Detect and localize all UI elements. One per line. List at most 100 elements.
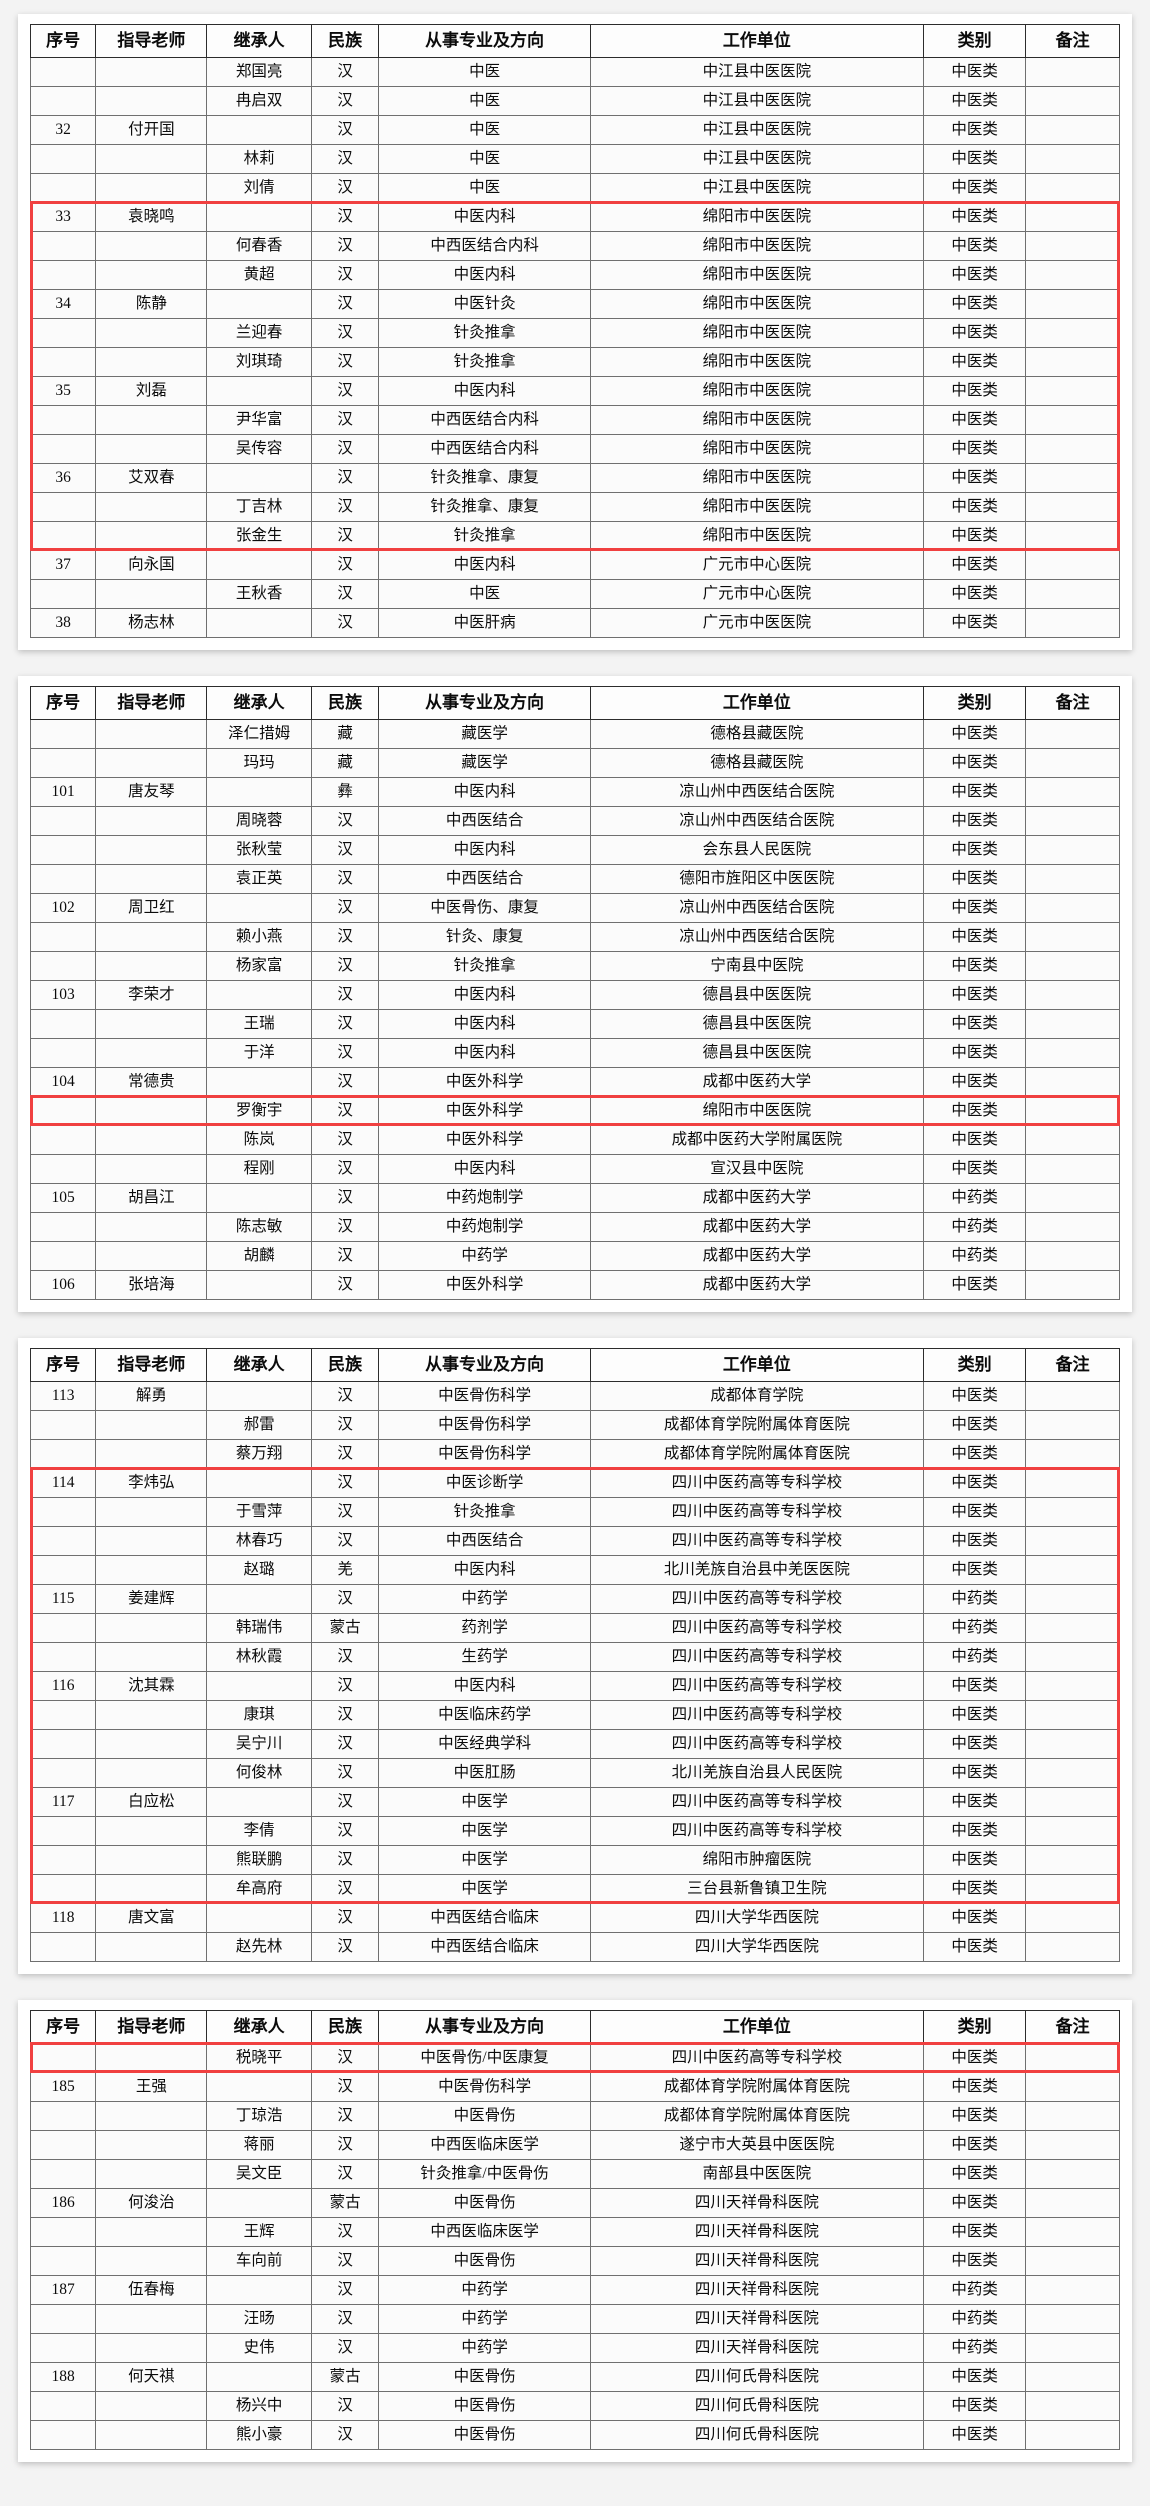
cell-1: 周卫红 <box>95 893 208 923</box>
table-row: 105 胡昌江 汉中药炮制学 成都中医药大学 中药类 <box>29 1183 1120 1213</box>
table-row: 114 李炜弘 汉中医诊断学 四川中医药高等专科学校 中医类 <box>29 1468 1120 1498</box>
column-header-4: 从事专业及方向 <box>378 2010 591 2044</box>
table-row: 何春香汉中西医结合内科 绵阳市中医医院 中医类 <box>29 231 1120 261</box>
cell-4: 中医学 <box>378 1787 591 1817</box>
table-row: 熊小豪汉中医骨伤 四川何氏骨科医院 中医类 <box>29 2420 1120 2450</box>
cell-4: 中西医结合内科 <box>378 405 591 435</box>
table-row: 韩瑞伟 蒙古 药剂学 四川中医药高等专科学校 中药类 <box>29 1613 1120 1643</box>
table-row: 106 张培海 汉中医外科学 成都中医药大学 中医类 <box>29 1270 1120 1300</box>
cell-6: 中医类 <box>922 521 1027 551</box>
cell-6: 中医类 <box>922 289 1027 319</box>
table-row: 郝雷汉中医骨伤科学 成都体育学院附属体育医院 中医类 <box>29 1410 1120 1440</box>
cell-5: 绵阳市中医医院 <box>589 318 924 348</box>
cell-1 <box>95 2130 208 2160</box>
cell-0 <box>29 864 97 894</box>
cell-7 <box>1025 289 1120 319</box>
cell-7 <box>1025 1038 1120 1068</box>
cell-2: 兰迎春 <box>206 318 312 348</box>
cell-4: 中医骨伤/中医康复 <box>378 2043 591 2073</box>
cell-2 <box>206 608 312 638</box>
cell-1 <box>95 318 208 348</box>
cell-7 <box>1025 492 1120 522</box>
cell-2: 牟高府 <box>206 1874 312 1904</box>
cell-5: 中江县中医医院 <box>589 115 924 145</box>
cell-4: 中医内科 <box>378 376 591 406</box>
cell-3: 汉 <box>310 1758 380 1788</box>
table-row: 兰迎春汉针灸推拿 绵阳市中医医院 中医类 <box>29 318 1120 348</box>
cell-5: 北川羌族自治县人民医院 <box>589 1758 924 1788</box>
cell-6: 中医类 <box>922 376 1027 406</box>
cell-2 <box>206 2362 312 2392</box>
cell-2: 蔡万翔 <box>206 1439 312 1469</box>
cell-3: 汉 <box>310 1439 380 1469</box>
cell-0: 35 <box>29 376 97 406</box>
cell-0: 117 <box>29 1787 97 1817</box>
cell-2: 汪旸 <box>206 2304 312 2334</box>
cell-5: 中江县中医医院 <box>589 57 924 87</box>
cell-1 <box>95 1154 208 1184</box>
cell-5: 四川中医药高等专科学校 <box>589 1468 924 1498</box>
cell-7 <box>1025 1729 1120 1759</box>
cell-0 <box>29 347 97 377</box>
cell-3: 蒙古 <box>310 2362 380 2392</box>
column-header-4: 从事专业及方向 <box>378 1348 591 1382</box>
cell-1: 艾双春 <box>95 463 208 493</box>
cell-5: 宁南县中医院 <box>589 951 924 981</box>
cell-3: 汉 <box>310 1096 380 1126</box>
cell-3: 汉 <box>310 1468 380 1498</box>
column-header-7: 备注 <box>1025 24 1120 58</box>
cell-5: 四川中医药高等专科学校 <box>589 1584 924 1614</box>
cell-2: 林春巧 <box>206 1526 312 1556</box>
cell-6: 中医类 <box>922 893 1027 923</box>
table-row: 史伟汉中药学 四川天祥骨科医院 中药类 <box>29 2333 1120 2363</box>
table-wrapper: 序号 指导老师 继承人 民族 从事专业及方向 工作单位 类别 备注 郑国亮汉中医 中江县中医医院中… <box>29 24 1120 638</box>
cell-1: 沈其霖 <box>95 1671 208 1701</box>
cell-6: 中医类 <box>922 1410 1027 1440</box>
cell-1 <box>95 922 208 952</box>
cell-5: 成都中医药大学 <box>589 1067 924 1097</box>
cell-5: 中江县中医医院 <box>589 144 924 174</box>
cell-2: 郝雷 <box>206 1410 312 1440</box>
cell-2: 何俊林 <box>206 1758 312 1788</box>
cell-3: 汉 <box>310 2304 380 2334</box>
column-header-5: 工作单位 <box>589 1348 924 1382</box>
cell-7 <box>1025 2159 1120 2189</box>
cell-6: 中医类 <box>922 1932 1027 1962</box>
cell-1 <box>95 1642 208 1672</box>
cell-0: 188 <box>29 2362 97 2392</box>
column-header-7: 备注 <box>1025 1348 1120 1382</box>
table-row: 34 陈静 汉中医针灸 绵阳市中医医院 中医类 <box>29 289 1120 319</box>
cell-1: 陈静 <box>95 289 208 319</box>
table-row: 车向前汉中医骨伤 四川天祥骨科医院 中医类 <box>29 2246 1120 2276</box>
cell-7 <box>1025 1584 1120 1614</box>
table-row: 陈岚汉中医外科学 成都中医药大学附属医院 中医类 <box>29 1125 1120 1155</box>
cell-5: 绵阳市中医医院 <box>589 376 924 406</box>
table-row: 冉启双汉中医 中江县中医医院 中医类 <box>29 86 1120 116</box>
cell-5: 德昌县中医医院 <box>589 1038 924 1068</box>
cell-4: 针灸推拿 <box>378 521 591 551</box>
cell-3: 汉 <box>310 1932 380 1962</box>
cell-4: 中药学 <box>378 2304 591 2334</box>
cell-5: 宣汉县中医院 <box>589 1154 924 1184</box>
cell-7 <box>1025 1270 1120 1300</box>
cell-1 <box>95 2246 208 2276</box>
cell-5: 会东县人民医院 <box>589 835 924 865</box>
column-header-6: 类别 <box>922 24 1027 58</box>
cell-6: 中医类 <box>922 719 1027 749</box>
cell-0: 118 <box>29 1903 97 1933</box>
cell-0 <box>29 173 97 203</box>
table-row: 杨兴中汉中医骨伤 四川何氏骨科医院 中医类 <box>29 2391 1120 2421</box>
table-row: 林秋霞汉生药学 四川中医药高等专科学校 中药类 <box>29 1642 1120 1672</box>
table-row: 吴文臣汉针灸推拿/中医骨伤 南部县中医医院 中医类 <box>29 2159 1120 2189</box>
table-card: 序号 指导老师 继承人 民族 从事专业及方向 工作单位 类别 备注 113 解勇汉中医骨伤科学 成都… <box>18 1338 1132 1974</box>
cell-6: 中医类 <box>922 1381 1027 1411</box>
cell-2: 熊小豪 <box>206 2420 312 2450</box>
cell-6: 中药类 <box>922 1584 1027 1614</box>
cell-7 <box>1025 1212 1120 1242</box>
cell-4: 中医外科学 <box>378 1067 591 1097</box>
cell-2: 王秋香 <box>206 579 312 609</box>
cell-0: 33 <box>29 202 97 232</box>
cell-2: 林莉 <box>206 144 312 174</box>
cell-1 <box>95 719 208 749</box>
cell-1 <box>95 86 208 116</box>
